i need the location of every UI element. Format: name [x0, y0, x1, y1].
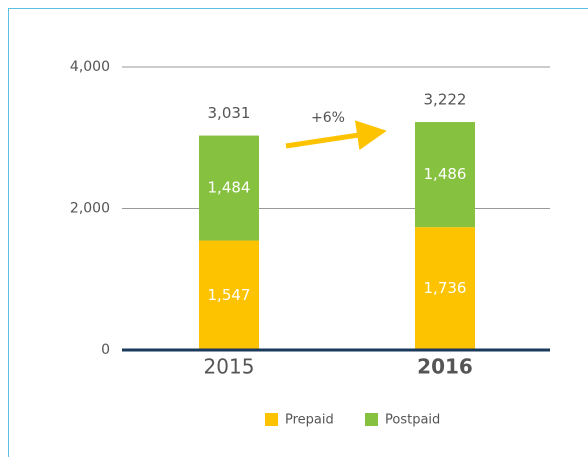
- y-tick-label: 4,000: [70, 59, 110, 75]
- legend-swatch: [265, 413, 278, 426]
- total-label: 3,222: [424, 91, 467, 109]
- growth-arrow: [285, 120, 387, 151]
- value-label: 1,486: [424, 165, 467, 183]
- total-label: 3,031: [208, 104, 251, 122]
- bar-segment: [199, 240, 259, 350]
- legend-label: Prepaid: [285, 413, 334, 428]
- frame: [8, 8, 588, 457]
- y-tick-label: 0: [101, 342, 110, 358]
- annotation: +6%: [311, 110, 345, 126]
- x-tick-label: 2016: [417, 355, 473, 379]
- bar-segment: [415, 122, 475, 228]
- value-label: 1,484: [208, 179, 251, 197]
- y-tick-label: 2,000: [70, 201, 110, 217]
- legend-swatch: [365, 413, 378, 426]
- bar-segment: [415, 227, 475, 350]
- x-tick-label: 2015: [204, 355, 255, 379]
- value-label: 1,736: [424, 279, 467, 297]
- value-label: 1,547: [208, 286, 251, 304]
- bar-segment: [199, 135, 259, 241]
- legend-label: Postpaid: [385, 413, 440, 428]
